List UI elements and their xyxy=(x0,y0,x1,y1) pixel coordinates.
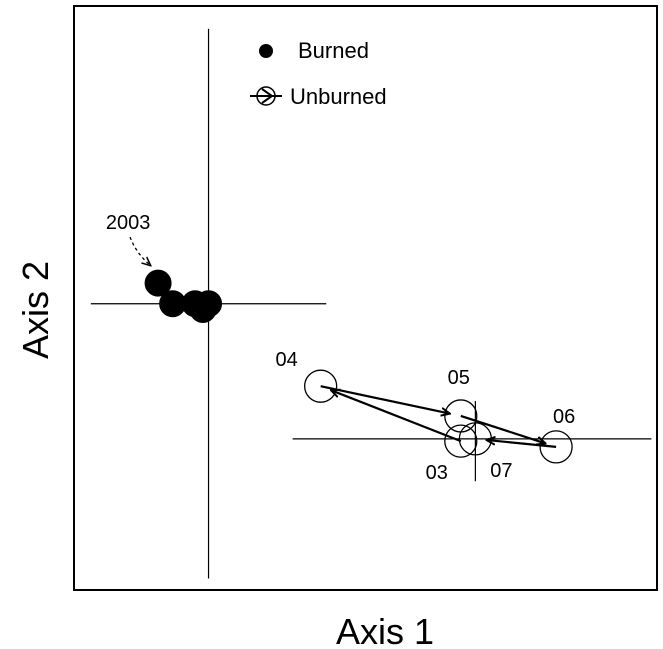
point-label-03: 03 xyxy=(426,462,448,484)
point-label-04: 04 xyxy=(276,349,298,371)
x-axis-title: Axis 1 xyxy=(336,611,434,649)
legend-unburned-marker xyxy=(250,86,282,106)
legend-burned-marker xyxy=(259,44,273,58)
arrow-03-to-04 xyxy=(332,391,462,443)
y-axis-title: Axis 2 xyxy=(15,261,56,359)
unburned-point-06 xyxy=(539,430,573,464)
arrow-04-to-05 xyxy=(320,385,449,413)
burned-point-4 xyxy=(195,290,223,318)
legend-burned-label: Burned xyxy=(298,38,369,63)
plot-frame xyxy=(73,5,658,591)
data-points xyxy=(144,269,573,464)
annotation-arrow-0 xyxy=(129,236,150,265)
point-label-05: 05 xyxy=(448,367,470,389)
point-labels: 03 04 05 06 07 xyxy=(276,349,576,484)
unburned-point-04 xyxy=(304,369,338,403)
point-label-06: 06 xyxy=(553,406,575,428)
legend: Burned Unburned xyxy=(250,38,387,109)
arrow-06-to-07 xyxy=(487,440,557,448)
unburned-point-07 xyxy=(458,422,493,456)
annotation-label-0: 2003 xyxy=(106,212,151,234)
annotations: 2003 xyxy=(106,212,151,265)
point-label-07: 07 xyxy=(490,460,512,482)
burned-point-0 xyxy=(144,269,172,297)
unburned-point-03 xyxy=(444,424,478,458)
arrow-05-to-06 xyxy=(460,414,545,443)
legend-unburned-label: Unburned xyxy=(290,84,387,109)
trajectory-arrows xyxy=(320,385,557,448)
